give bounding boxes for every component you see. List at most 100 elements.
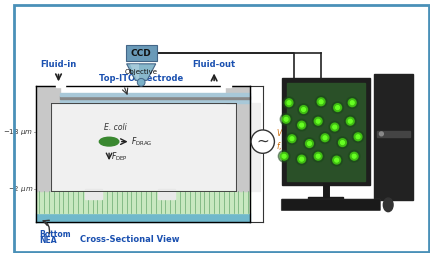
Bar [157,189,175,199]
Circle shape [353,133,361,141]
Text: Fluid-out: Fluid-out [192,60,235,69]
Bar [308,197,343,202]
Ellipse shape [99,137,119,146]
Circle shape [320,134,328,142]
Circle shape [351,154,355,158]
Circle shape [289,137,293,141]
Circle shape [378,132,382,136]
Text: $F_{\rm DRAG}$: $F_{\rm DRAG}$ [131,135,153,148]
Circle shape [335,106,339,109]
Circle shape [347,119,351,123]
Text: NEA: NEA [39,236,57,245]
Bar [85,189,102,199]
Text: $F_{\rm DEP}$: $F_{\rm DEP}$ [111,151,128,163]
Bar [36,86,51,191]
Circle shape [286,101,290,105]
Circle shape [278,150,289,162]
Circle shape [347,150,359,162]
Circle shape [301,108,305,112]
Circle shape [312,150,323,162]
Circle shape [307,142,310,145]
Circle shape [350,152,357,160]
Bar [60,99,249,103]
Text: E. coli: E. coli [104,123,127,132]
Circle shape [283,117,287,121]
Circle shape [297,121,305,129]
Circle shape [336,137,347,149]
Circle shape [313,152,321,160]
Circle shape [295,119,307,131]
Text: $-18\ \mu m$: $-18\ \mu m$ [3,127,33,137]
Circle shape [340,141,344,144]
Circle shape [137,78,145,86]
Bar [36,213,249,222]
Circle shape [295,153,307,165]
Circle shape [316,154,319,158]
Bar [51,86,60,103]
Circle shape [346,117,353,125]
Circle shape [332,156,340,164]
Text: Objective: Objective [124,69,157,75]
Text: Bottom: Bottom [39,230,71,238]
Circle shape [287,135,295,143]
Text: Cross-Sectional View: Cross-Sectional View [80,235,179,244]
Circle shape [331,102,343,113]
Circle shape [347,99,355,107]
Text: $V_{\rm pp}$, V: $V_{\rm pp}$, V [276,128,300,141]
Circle shape [334,158,338,162]
Circle shape [346,97,357,108]
Circle shape [299,106,307,113]
Polygon shape [129,64,139,80]
Circle shape [299,157,303,161]
Circle shape [286,133,297,144]
Circle shape [283,97,294,108]
Circle shape [297,104,309,115]
Text: Top-ITO electrode: Top-ITO electrode [99,74,183,83]
Bar [286,83,364,180]
Circle shape [313,117,321,125]
Bar [125,45,157,61]
Circle shape [316,98,324,106]
Circle shape [338,139,346,146]
Text: CCD: CCD [130,49,151,58]
Circle shape [328,121,340,133]
Circle shape [314,96,326,108]
Circle shape [333,104,341,112]
Bar [376,131,408,137]
Bar [235,86,249,191]
Circle shape [344,115,355,127]
Circle shape [299,123,303,127]
Circle shape [305,140,313,148]
Circle shape [280,113,291,125]
Bar [55,83,65,87]
Text: ~: ~ [256,133,268,148]
Text: $-2\ \mu m$: $-2\ \mu m$ [8,184,33,194]
Circle shape [303,138,314,149]
Bar [36,191,249,213]
Circle shape [251,130,274,153]
Circle shape [297,155,305,163]
Bar [60,93,249,96]
Circle shape [318,100,322,104]
Bar [373,74,412,200]
Bar [221,83,230,87]
Circle shape [355,135,359,139]
Bar [51,103,259,191]
Circle shape [350,101,353,105]
Text: $f$, Hz: $f$, Hz [276,141,295,152]
Circle shape [330,154,342,166]
Circle shape [316,119,319,123]
Bar [60,96,249,99]
Bar [225,86,235,103]
Circle shape [280,152,287,160]
Circle shape [285,99,292,107]
Circle shape [282,115,289,123]
Circle shape [330,123,338,131]
FancyBboxPatch shape [280,199,380,211]
Circle shape [351,131,363,143]
Bar [282,78,369,185]
Circle shape [332,125,336,129]
Ellipse shape [382,198,392,212]
Circle shape [322,136,326,140]
Text: Fluid-in: Fluid-in [40,60,77,69]
